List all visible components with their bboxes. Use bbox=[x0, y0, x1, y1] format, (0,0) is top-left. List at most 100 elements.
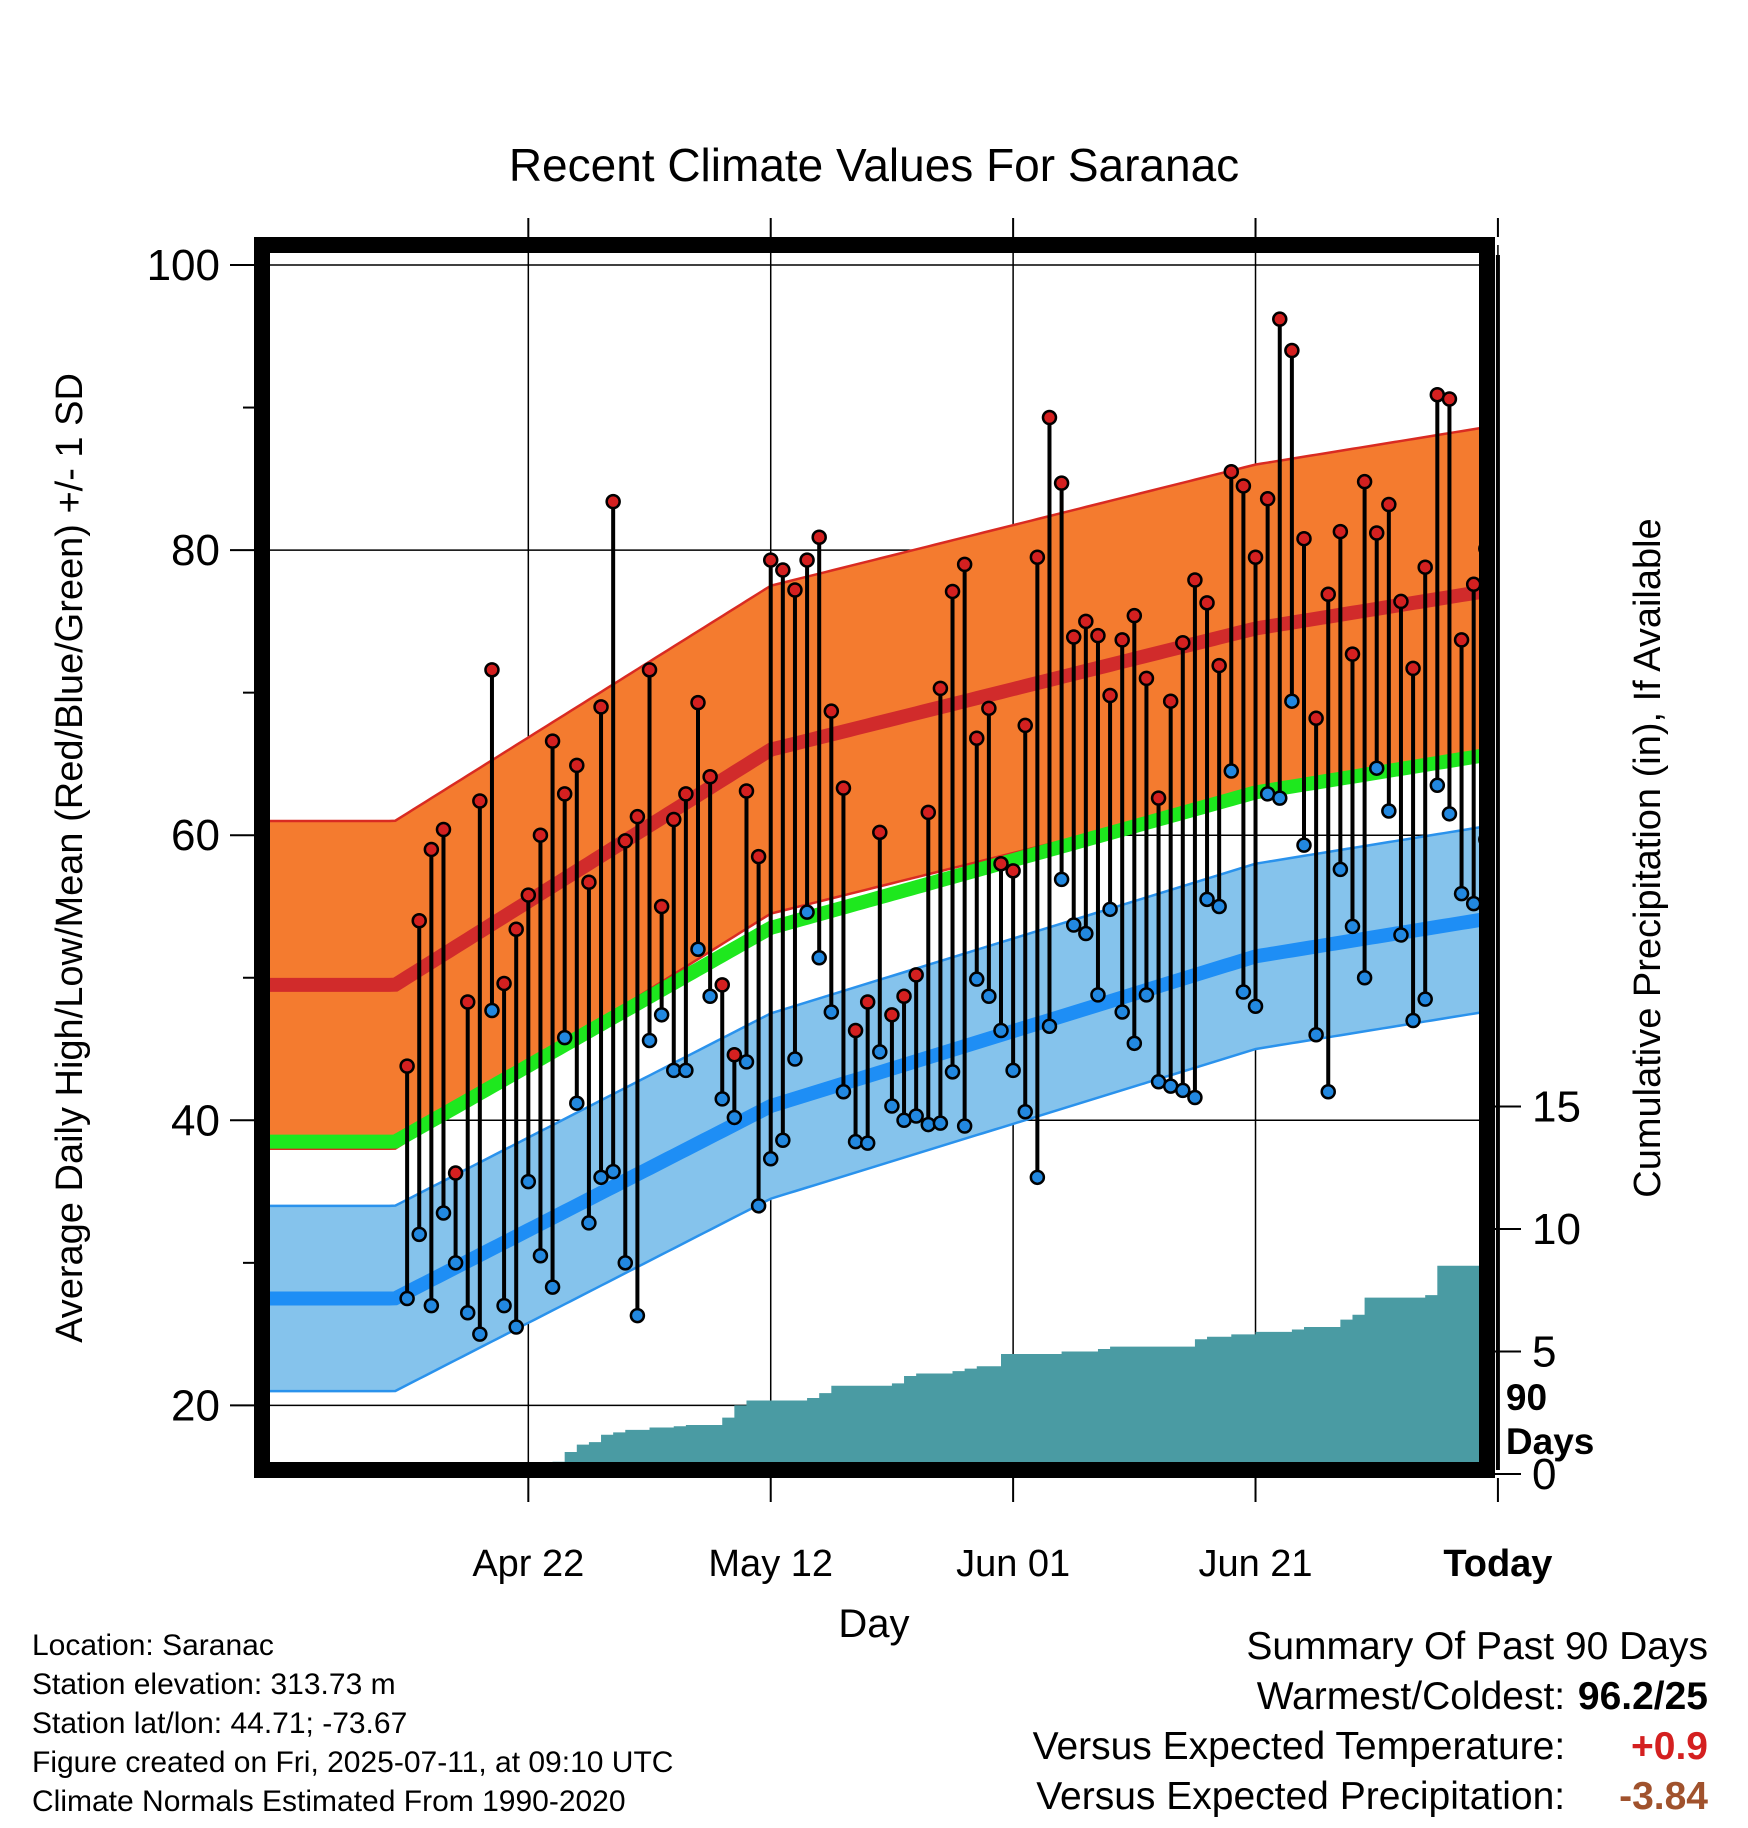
daily-high-point bbox=[896, 988, 912, 1005]
daily-low-point bbox=[1090, 987, 1106, 1003]
daily-high-point bbox=[399, 1058, 415, 1074]
daily-low-point bbox=[1356, 970, 1373, 986]
window-label: 90 Days bbox=[1506, 1377, 1594, 1462]
daily-low-point bbox=[569, 1095, 585, 1111]
daily-high-point bbox=[1441, 391, 1458, 407]
daily-high-point bbox=[1175, 635, 1191, 651]
daily-low-point bbox=[1453, 885, 1470, 902]
daily-high-point bbox=[714, 977, 730, 993]
daily-low-point bbox=[884, 1098, 900, 1114]
daily-low-point bbox=[508, 1319, 524, 1335]
daily-high-point bbox=[993, 855, 1009, 872]
chart-title: Recent Climate Values For Saranac bbox=[509, 139, 1239, 191]
daily-high-point bbox=[750, 848, 767, 865]
daily-low-point bbox=[1429, 777, 1446, 794]
daily-high-point bbox=[1320, 586, 1336, 603]
daily-low-point bbox=[956, 1118, 973, 1134]
normals-text: Climate Normals Estimated From 1990-2020 bbox=[32, 1785, 626, 1818]
daily-low-point bbox=[932, 1115, 949, 1131]
daily-high-point bbox=[1235, 478, 1252, 494]
daily-low-point bbox=[969, 971, 985, 987]
summary-temp: Versus Expected Temperature: +0.9 bbox=[1033, 1722, 1708, 1772]
daily-high-point bbox=[593, 699, 609, 715]
location-text: Location: Saranac bbox=[32, 1629, 274, 1662]
daily-low-point bbox=[1381, 803, 1397, 819]
daily-high-point bbox=[847, 1022, 864, 1039]
daily-low-point bbox=[726, 1109, 743, 1126]
daily-low-point bbox=[823, 1004, 840, 1020]
daily-low-point bbox=[1344, 918, 1361, 935]
daily-low-point bbox=[435, 1205, 452, 1221]
high-normal-line bbox=[262, 584, 1487, 992]
daily-high-point bbox=[884, 1007, 900, 1023]
y-tick-label: 100 bbox=[147, 241, 220, 290]
daily-low-point bbox=[811, 950, 827, 966]
daily-low-point bbox=[1320, 1084, 1336, 1100]
daily-high-point bbox=[1114, 632, 1130, 648]
daily-low-point bbox=[1417, 991, 1433, 1007]
daily-low-point bbox=[1284, 693, 1300, 709]
daily-low-point bbox=[1368, 760, 1385, 776]
daily-low-point bbox=[1272, 790, 1288, 806]
daily-high-point bbox=[508, 921, 524, 938]
station-info: Location: Saranac Station elevation: 313… bbox=[32, 1626, 673, 1821]
daily-high-point bbox=[944, 583, 961, 600]
daily-high-point bbox=[1393, 593, 1409, 610]
daily-low-point bbox=[1441, 806, 1458, 822]
daily-low-point bbox=[641, 1032, 658, 1049]
daily-low-point bbox=[520, 1173, 537, 1190]
daily-high-point bbox=[969, 730, 985, 747]
daily-high-point bbox=[1211, 657, 1227, 674]
daily-low-point bbox=[859, 1135, 876, 1151]
daily-high-point bbox=[1187, 572, 1203, 588]
precip-label: Versus Expected Precipitation: bbox=[1036, 1775, 1566, 1818]
daily-high-point bbox=[459, 994, 476, 1010]
daily-high-point bbox=[762, 552, 779, 568]
daily-low-point bbox=[399, 1290, 415, 1307]
daily-low-point bbox=[835, 1084, 852, 1100]
summary-precip: Versus Expected Precipitation: -3.84 bbox=[1033, 1772, 1708, 1822]
daily-low-point bbox=[787, 1051, 803, 1067]
daily-low-point bbox=[908, 1108, 924, 1124]
daily-low-point bbox=[1175, 1082, 1191, 1099]
daily-high-point bbox=[1138, 670, 1155, 687]
daily-low-point bbox=[1199, 891, 1215, 908]
x-tick-label: May 12 bbox=[708, 1543, 833, 1585]
daily-low-point bbox=[653, 1007, 670, 1023]
daily-low-point bbox=[605, 1163, 621, 1180]
elevation-text: Station elevation: 313.73 m bbox=[32, 1668, 396, 1701]
warm-cold-label: Warmest/Coldest: bbox=[1256, 1675, 1566, 1718]
daily-high-point bbox=[738, 783, 755, 799]
daily-high-point bbox=[605, 493, 621, 510]
y-tick-label: 40 bbox=[171, 1096, 220, 1145]
daily-low-point bbox=[1405, 1012, 1421, 1029]
daily-low-point bbox=[447, 1255, 464, 1271]
daily-high-point bbox=[1223, 463, 1240, 480]
daily-high-point bbox=[653, 898, 670, 915]
summary-panel: Summary Of Past 90 Days Warmest/Coldest:… bbox=[1033, 1622, 1708, 1822]
daily-high-point bbox=[775, 562, 791, 578]
daily-high-point bbox=[1005, 863, 1021, 879]
daily-low-point bbox=[1114, 1004, 1130, 1020]
daily-low-point bbox=[1187, 1089, 1203, 1106]
latlon-text: Station lat/lon: 44.71; -73.67 bbox=[32, 1707, 408, 1740]
daily-high-point bbox=[1029, 549, 1046, 565]
daily-low-point bbox=[799, 904, 815, 920]
daily-high-point bbox=[1381, 496, 1397, 513]
daily-low-point bbox=[1041, 1018, 1058, 1034]
daily-high-point bbox=[835, 780, 852, 796]
daily-high-point bbox=[1308, 710, 1324, 727]
daily-high-point bbox=[1247, 549, 1264, 565]
x-axis-label: Day bbox=[838, 1602, 909, 1646]
daily-low-point bbox=[496, 1297, 512, 1314]
daily-high-point bbox=[702, 769, 718, 785]
daily-low-point bbox=[1065, 917, 1082, 933]
daily-low-point bbox=[1211, 898, 1227, 915]
daily-low-point bbox=[1078, 925, 1094, 942]
y2-tick-label: 5 bbox=[1532, 1328, 1556, 1377]
daily-low-point bbox=[1126, 1035, 1143, 1052]
daily-low-point bbox=[593, 1169, 609, 1186]
daily-high-point bbox=[435, 821, 452, 838]
daily-low-point bbox=[1138, 987, 1155, 1003]
